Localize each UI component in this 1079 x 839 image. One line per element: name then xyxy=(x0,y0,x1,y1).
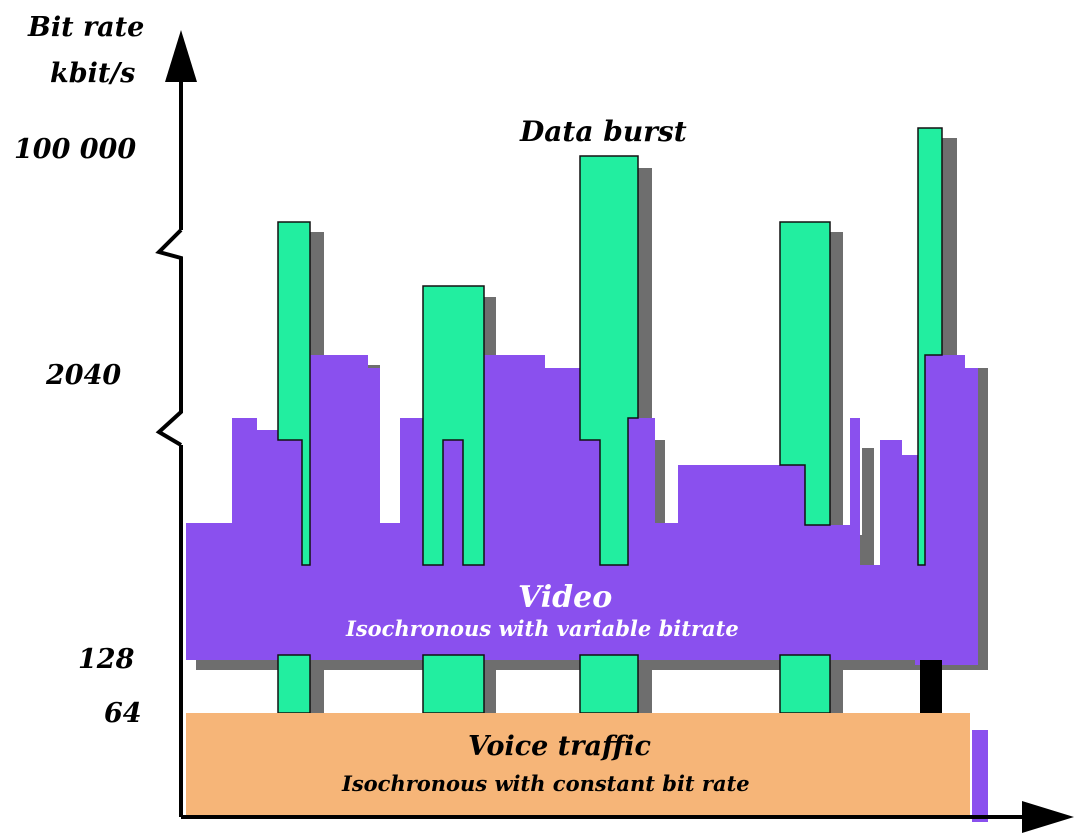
video-subtitle: Isochronous with variable bitrate xyxy=(346,616,739,641)
data-burst-4 xyxy=(779,221,831,526)
y-axis-title-line2: kbit/s xyxy=(50,58,136,89)
voice-area xyxy=(186,713,970,817)
data-burst-2 xyxy=(422,285,485,566)
voice-subtitle: Isochronous with constant bit rate xyxy=(342,771,750,796)
gap-block xyxy=(920,660,942,713)
video-title: Video xyxy=(518,580,613,615)
voice-title: Voice traffic xyxy=(468,731,651,762)
axes xyxy=(155,30,1074,833)
tick-label-128: 128 xyxy=(78,644,135,675)
y-axis-break-1 xyxy=(155,228,183,447)
data-burst-5 xyxy=(917,127,943,566)
y-axis-arrowhead xyxy=(165,30,197,82)
data-burst-2-lower xyxy=(422,654,485,714)
tick-label-2040: 2040 xyxy=(46,360,122,391)
y-axis-title-line1: Bit rate xyxy=(28,12,145,43)
data-burst-3 xyxy=(579,155,639,566)
x-axis-arrowhead xyxy=(1022,801,1074,833)
video-base-band xyxy=(186,570,978,660)
voice-shadow xyxy=(972,730,988,822)
data-burst-label: Data burst xyxy=(520,115,687,148)
tick-label-100000: 100 000 xyxy=(14,134,137,165)
data-burst-4-lower xyxy=(779,654,831,714)
tick-label-64: 64 xyxy=(104,698,142,729)
data-burst-1-lower xyxy=(277,654,311,714)
data-burst-3-lower xyxy=(579,654,639,714)
data-bursts xyxy=(277,127,943,714)
data-burst-1 xyxy=(277,221,311,566)
